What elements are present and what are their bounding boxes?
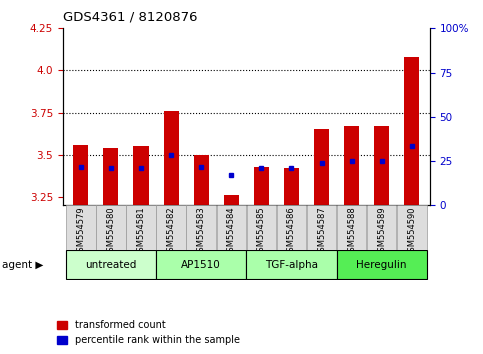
Text: GSM554580: GSM554580: [106, 206, 115, 257]
Text: TGF-alpha: TGF-alpha: [265, 259, 318, 270]
FancyBboxPatch shape: [337, 205, 367, 250]
Bar: [284, 168, 299, 205]
Bar: [254, 166, 269, 205]
FancyBboxPatch shape: [367, 205, 397, 250]
Text: GSM554590: GSM554590: [407, 206, 416, 257]
FancyBboxPatch shape: [216, 205, 246, 250]
Text: GSM554581: GSM554581: [137, 206, 145, 257]
FancyBboxPatch shape: [126, 205, 156, 250]
FancyBboxPatch shape: [307, 205, 336, 250]
Text: GSM554585: GSM554585: [257, 206, 266, 257]
Bar: [314, 130, 329, 205]
Bar: [73, 145, 88, 205]
FancyBboxPatch shape: [156, 250, 246, 279]
FancyBboxPatch shape: [247, 205, 276, 250]
FancyBboxPatch shape: [337, 250, 427, 279]
Text: Heregulin: Heregulin: [356, 259, 407, 270]
Text: AP1510: AP1510: [181, 259, 221, 270]
Bar: [224, 195, 239, 205]
Legend: transformed count, percentile rank within the sample: transformed count, percentile rank withi…: [53, 316, 243, 349]
FancyBboxPatch shape: [397, 205, 426, 250]
Text: GSM554587: GSM554587: [317, 206, 326, 257]
Text: GSM554589: GSM554589: [377, 206, 386, 257]
Text: GSM554588: GSM554588: [347, 206, 356, 257]
FancyBboxPatch shape: [246, 250, 337, 279]
Bar: [344, 126, 359, 205]
FancyBboxPatch shape: [96, 205, 126, 250]
FancyBboxPatch shape: [277, 205, 306, 250]
Text: GSM554584: GSM554584: [227, 206, 236, 257]
Bar: [374, 126, 389, 205]
Text: GSM554583: GSM554583: [197, 206, 206, 257]
FancyBboxPatch shape: [66, 250, 156, 279]
Bar: [404, 57, 419, 205]
FancyBboxPatch shape: [186, 205, 216, 250]
Text: GSM554579: GSM554579: [76, 206, 85, 257]
FancyBboxPatch shape: [156, 205, 186, 250]
Bar: [194, 155, 209, 205]
Text: untreated: untreated: [85, 259, 137, 270]
Text: GSM554582: GSM554582: [167, 206, 176, 257]
Text: agent ▶: agent ▶: [2, 260, 44, 270]
Bar: [164, 111, 179, 205]
Text: GDS4361 / 8120876: GDS4361 / 8120876: [63, 10, 197, 23]
Text: GSM554586: GSM554586: [287, 206, 296, 257]
Bar: [103, 148, 118, 205]
FancyBboxPatch shape: [66, 205, 96, 250]
Bar: [133, 146, 149, 205]
